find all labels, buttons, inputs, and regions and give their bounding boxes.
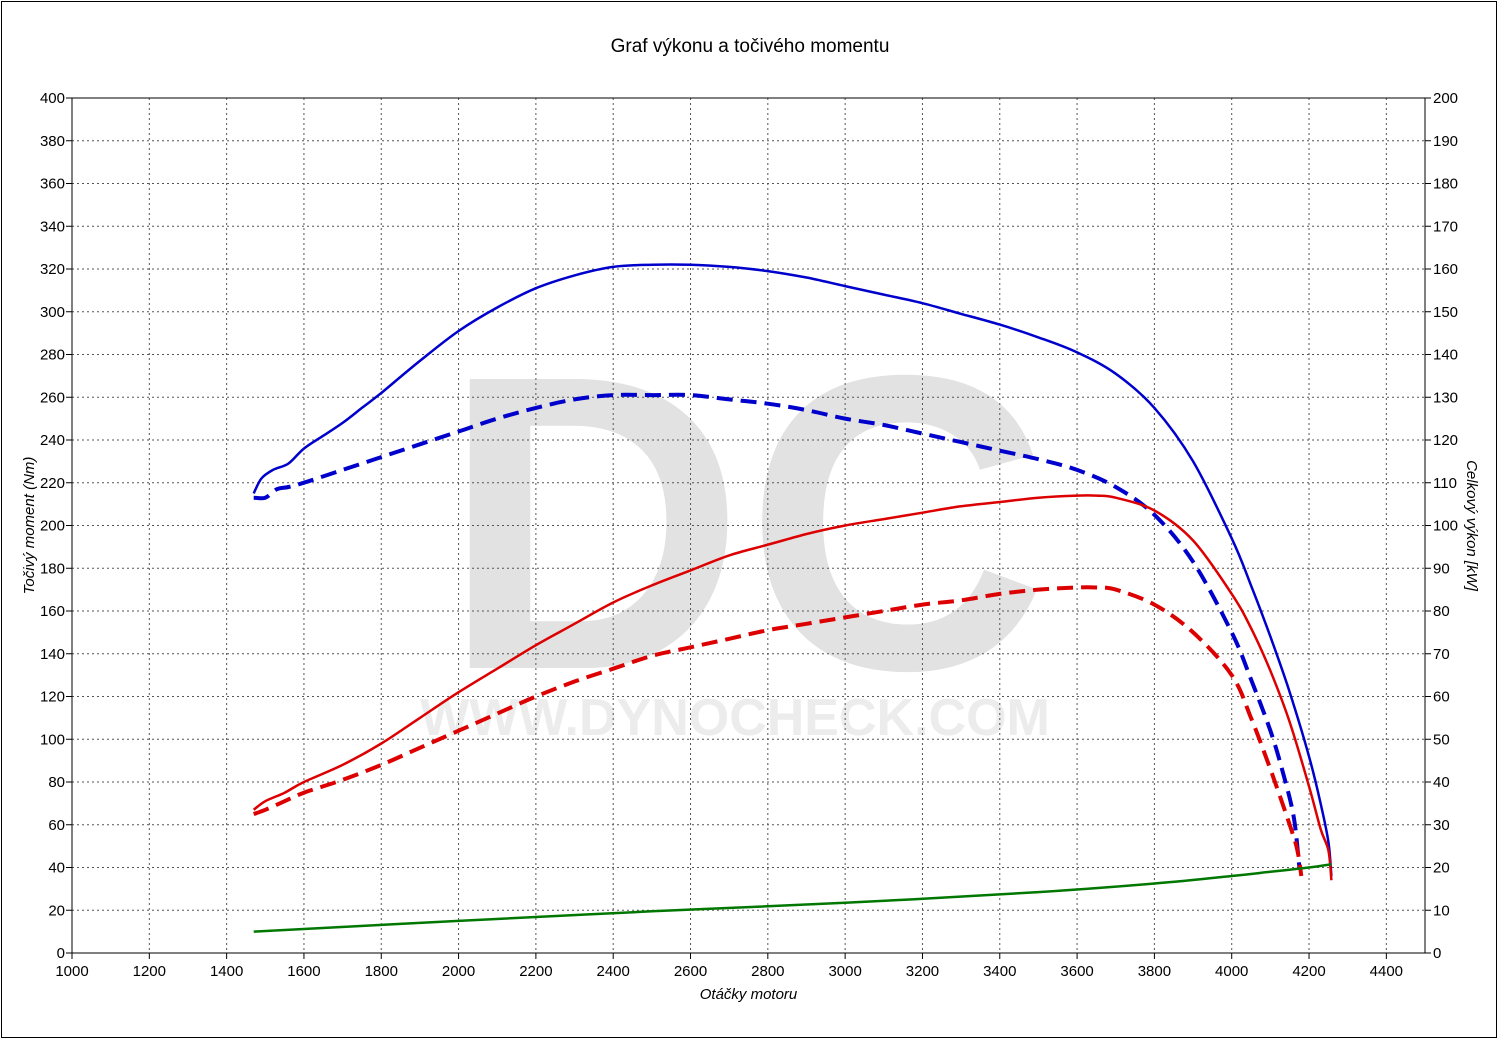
series-line-4: [253, 585, 1304, 877]
y-left-tick-label: 380: [40, 133, 65, 150]
y-right-tick-label: 70: [1433, 646, 1450, 663]
y-left-tick-label: 40: [48, 860, 65, 877]
y-right-tick-label: 80: [1433, 603, 1450, 620]
y-right-tick-label: 40: [1433, 774, 1450, 791]
series-lines: [252, 263, 1333, 933]
y-left-tick-label: 200: [40, 518, 65, 535]
x-tick-label: 1000: [55, 963, 88, 980]
x-tick-label: 2400: [597, 963, 630, 980]
y-right-tick-label: 150: [1433, 304, 1458, 321]
y-right-tick-label: 60: [1433, 689, 1450, 706]
series-line-1: [252, 263, 1333, 877]
y-right-tick-label: 170: [1433, 218, 1458, 235]
x-tick-label: 2200: [519, 963, 552, 980]
series-line-5: [253, 863, 1332, 933]
y-left-tick-label: 220: [40, 475, 65, 492]
grid: [72, 98, 1425, 953]
y-right-tick-label: 200: [1433, 90, 1458, 107]
watermark-logo: DC: [442, 289, 1049, 758]
y-left-tick-label: 300: [40, 304, 65, 321]
x-tick-label: 2800: [751, 963, 784, 980]
y-right-tick-label: 140: [1433, 347, 1458, 364]
y-left-tick-label: 260: [40, 389, 65, 406]
y-left-tick-label: 340: [40, 218, 65, 235]
watermark: DC WWW.DYNOCHECK.COM: [420, 289, 1050, 758]
x-tick-label: 3800: [1138, 963, 1171, 980]
y-right-tick-label: 180: [1433, 176, 1458, 193]
x-tick-label: 1400: [210, 963, 243, 980]
y-left-tick-label: 360: [40, 176, 65, 193]
x-tick-label: 2600: [674, 963, 707, 980]
y-right-tick-label: 90: [1433, 560, 1450, 577]
y-left-tick-label: 400: [40, 90, 65, 107]
y-left-tick-label: 160: [40, 603, 65, 620]
y-right-tick-label: 10: [1433, 902, 1450, 919]
y-right-tick-label: 50: [1433, 731, 1450, 748]
y-left-tick-label: 60: [48, 817, 65, 834]
y-left-tick-label: 280: [40, 347, 65, 364]
x-tick-label: 2000: [442, 963, 475, 980]
x-axis-label: Otáčky motoru: [700, 986, 798, 1003]
y-left-tick-label: 100: [40, 731, 65, 748]
y-left-tick-label: 180: [40, 560, 65, 577]
y-right-tick-label: 160: [1433, 261, 1458, 278]
axis-ticks: 1000 1200 1400 1600 1800 2000 2200 2400 2600 2800…: [40, 90, 1458, 980]
y-right-tick-label: 100: [1433, 518, 1458, 535]
y-right-tick-label: 120: [1433, 432, 1458, 449]
watermark-url: WWW.DYNOCHECK.COM: [420, 689, 1050, 747]
x-tick-label: 4000: [1215, 963, 1248, 980]
y-left-tick-label: 20: [48, 902, 65, 919]
x-tick-label: 3200: [906, 963, 939, 980]
x-tick-label: 3400: [983, 963, 1016, 980]
y-axis-left-label: Točivý moment (Nm): [21, 457, 38, 595]
y-left-tick-label: 320: [40, 261, 65, 278]
y-right-tick-label: 20: [1433, 860, 1450, 877]
series-line-3: [252, 494, 1333, 881]
y-right-tick-label: 130: [1433, 389, 1458, 406]
y-left-tick-label: 240: [40, 432, 65, 449]
series-line-2: [253, 392, 1302, 868]
y-left-tick-label: 80: [48, 774, 65, 791]
x-tick-label: 3600: [1060, 963, 1093, 980]
chart-title: Graf výkonu a točivého momentu: [610, 36, 890, 57]
y-right-tick-label: 190: [1433, 133, 1458, 150]
y-right-tick-label: 30: [1433, 817, 1450, 834]
y-right-tick-label: 0: [1433, 945, 1441, 962]
x-tick-label: 1200: [133, 963, 166, 980]
x-tick-label: 3000: [828, 963, 861, 980]
x-tick-label: 1800: [365, 963, 398, 980]
x-tick-label: 4400: [1370, 963, 1403, 980]
y-left-tick-label: 140: [40, 646, 65, 663]
x-tick-label: 1600: [287, 963, 320, 980]
y-left-tick-label: 0: [57, 945, 65, 962]
y-axis-right-label: Celkový výkon [kW]: [1463, 460, 1480, 592]
y-right-tick-label: 110: [1433, 475, 1457, 492]
x-tick-label: 4200: [1292, 963, 1325, 980]
y-left-tick-label: 120: [40, 689, 65, 706]
